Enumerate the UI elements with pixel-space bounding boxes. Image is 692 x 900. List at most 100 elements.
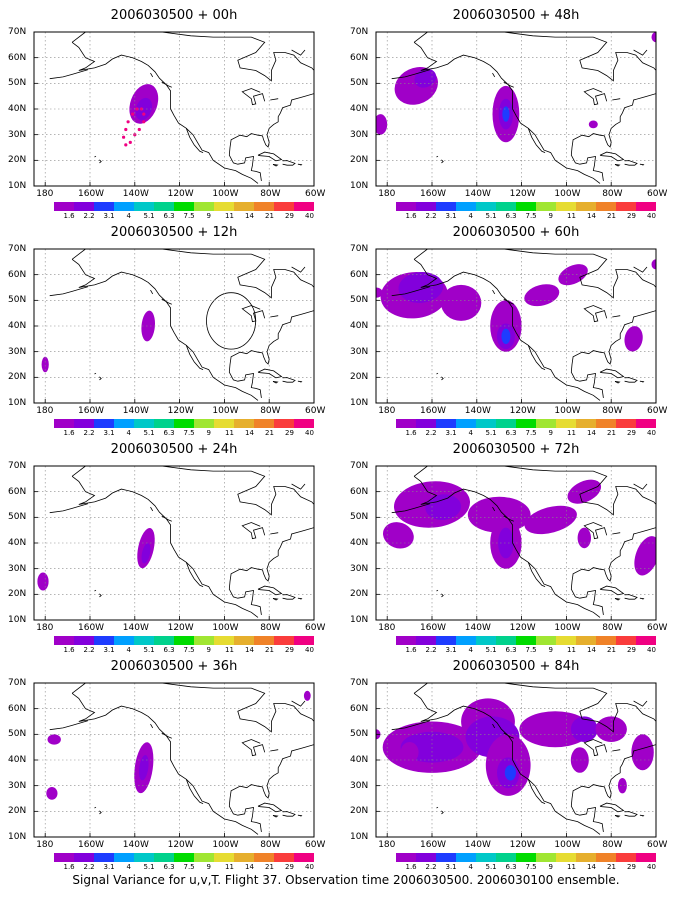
- colorbar-swatch: [234, 419, 254, 428]
- coastline: [503, 732, 514, 739]
- colorbar-label: 2.2: [83, 212, 95, 220]
- coastline: [150, 506, 154, 512]
- lon-tick-label: 60W: [647, 623, 668, 633]
- variance-contour: [651, 259, 656, 270]
- variance-contour: [141, 543, 151, 564]
- coastline: [583, 88, 608, 106]
- colorbar-swatch: [94, 853, 114, 862]
- colorbar-swatch: [416, 419, 436, 428]
- coastline: [291, 266, 306, 273]
- coastline: [614, 381, 621, 384]
- colorbar-label: 1.6: [405, 429, 417, 437]
- lon-tick-label: 180: [378, 840, 396, 850]
- colorbar-swatch: [294, 636, 314, 645]
- coastline: [71, 692, 259, 835]
- lon-tick-label: 120W: [509, 406, 536, 416]
- lon-tick-label: 100W: [212, 623, 239, 633]
- coastline: [413, 249, 656, 306]
- lon-tick-label: 60W: [305, 189, 326, 199]
- lon-tick-label: 140W: [464, 189, 491, 199]
- colorbar-label: 7.5: [183, 212, 195, 220]
- coastline: [71, 466, 314, 523]
- colorbar-swatch: [556, 636, 576, 645]
- colorbar-label: 2.2: [83, 863, 95, 871]
- colorbar-label: 21: [607, 646, 616, 654]
- lon-tick-label: 120W: [167, 406, 194, 416]
- colorbar-label: 29: [285, 429, 294, 437]
- coastline: [612, 532, 621, 535]
- lon-tick-label: 120W: [509, 189, 536, 199]
- coastline: [161, 732, 172, 739]
- forecast-map: [33, 465, 315, 621]
- lat-tick-label: 40N: [8, 538, 27, 548]
- coastline: [291, 483, 306, 490]
- coastline: [228, 93, 314, 181]
- observation-point: [137, 127, 141, 132]
- coastline: [71, 41, 259, 184]
- observation-point: [124, 127, 128, 132]
- lat-tick-label: 60N: [350, 703, 369, 714]
- lat-tick-label: 70N: [350, 244, 369, 254]
- colorbar-swatch: [194, 419, 214, 428]
- coastline: [257, 585, 283, 596]
- lat-tick-label: 40N: [350, 321, 369, 331]
- coastline: [49, 503, 88, 514]
- colorbar-swatch: [214, 853, 234, 862]
- colorbar-swatch: [636, 202, 656, 211]
- lon-tick-label: 100W: [212, 840, 239, 850]
- coastline: [241, 522, 266, 540]
- colorbar-swatch: [274, 202, 294, 211]
- lon-tick-label: 160W: [420, 189, 447, 199]
- panel-title: 2006030500 + 84h: [452, 659, 580, 674]
- panel-title: 2006030500 + 00h: [110, 8, 238, 23]
- lat-tick-label: 40N: [8, 321, 27, 331]
- variance-contour: [383, 522, 414, 549]
- lat-tick-label: 10N: [8, 832, 27, 842]
- lon-tick-label: 140W: [464, 623, 491, 633]
- colorbar-swatch: [516, 853, 536, 862]
- panel-title: 2006030500 + 60h: [452, 225, 580, 240]
- colorbar-swatch: [576, 636, 596, 645]
- coastline: [570, 744, 656, 832]
- lat-tick-label: 60N: [350, 269, 369, 280]
- colorbar-label: 9: [206, 212, 211, 220]
- variance-contour: [519, 711, 591, 748]
- colorbar-swatch: [94, 419, 114, 428]
- lon-tick-label: 60W: [305, 623, 326, 633]
- colorbar-label: 29: [285, 646, 294, 654]
- lat-tick-label: 70N: [8, 27, 27, 37]
- lon-tick-label: 160W: [420, 840, 447, 850]
- colorbar-swatch: [54, 636, 74, 645]
- colorbar-label: 29: [285, 863, 294, 871]
- colorbar-swatch: [114, 853, 134, 862]
- coastline: [282, 160, 296, 166]
- colorbar-label: 11: [225, 429, 234, 437]
- lon-tick-label: 80W: [602, 189, 623, 199]
- coastline: [282, 377, 296, 383]
- variance-contour: [425, 494, 462, 520]
- panel-title: 2006030500 + 72h: [452, 442, 580, 457]
- colorbar-label: 21: [607, 429, 616, 437]
- variance-contour: [376, 114, 388, 135]
- lon-tick-label: 100W: [212, 406, 239, 416]
- lon-tick-label: 120W: [167, 623, 194, 633]
- coastline: [599, 585, 625, 596]
- colorbar-swatch: [396, 636, 416, 645]
- lat-tick-label: 30N: [8, 129, 27, 140]
- variance-contour: [139, 755, 149, 781]
- colorbar-label: 14: [587, 212, 596, 220]
- colorbar-label: 14: [245, 863, 254, 871]
- lat-tick-label: 70N: [350, 27, 369, 37]
- lon-tick-label: 180: [36, 623, 54, 633]
- coastline: [297, 163, 303, 166]
- forecast-map: [375, 248, 657, 404]
- coastline: [257, 151, 283, 162]
- colorbar-swatch: [536, 853, 556, 862]
- coastline: [272, 381, 279, 384]
- colorbar-swatch: [174, 853, 194, 862]
- coastline: [570, 527, 656, 615]
- coastline: [391, 503, 430, 514]
- colorbar-swatch: [436, 853, 456, 862]
- colorbar-swatch: [596, 636, 616, 645]
- variance-contour: [588, 120, 598, 129]
